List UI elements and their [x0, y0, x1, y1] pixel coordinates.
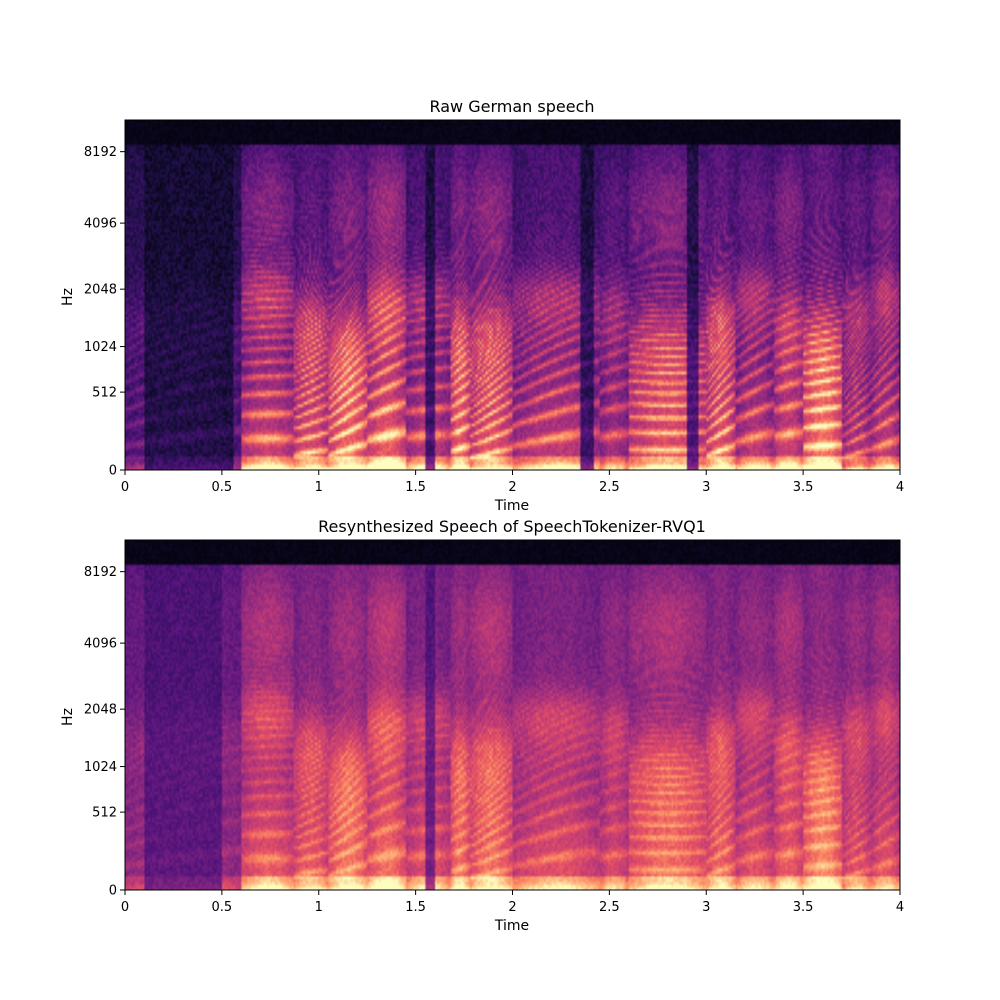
y-tick-label: 8192	[84, 145, 117, 160]
x-tick-label: 1	[315, 900, 323, 915]
y-axis-label: Hz	[60, 288, 76, 306]
y-tick-label: 4096	[84, 637, 117, 652]
x-tick-label: 3.5	[793, 900, 814, 915]
x-tick-label: 0.5	[212, 900, 233, 915]
y-tick-label: 4096	[84, 217, 117, 232]
y-axis: 0 512 1024 2048 4096 8192	[84, 565, 125, 899]
x-tick-label: 2.5	[599, 900, 620, 915]
spectrogram-image	[125, 540, 900, 890]
y-axis-label: Hz	[60, 708, 76, 726]
chart-title: Raw German speech	[429, 97, 594, 116]
y-tick-label: 1024	[84, 340, 117, 355]
x-tick-label: 0	[121, 480, 129, 495]
x-axis-label: Time	[494, 918, 529, 934]
x-tick-label: 2.5	[599, 480, 620, 495]
x-tick-label: 0	[121, 900, 129, 915]
y-tick-label: 2048	[84, 283, 117, 298]
x-tick-label: 2	[508, 900, 516, 915]
x-axis: 0 0.5 1 1.5 2 2.5 3 3.5 4	[121, 470, 904, 495]
y-tick-label: 0	[109, 884, 117, 899]
y-tick-label: 512	[92, 386, 117, 401]
y-tick-label: 2048	[84, 703, 117, 718]
chart-title: Resynthesized Speech of SpeechTokenizer-…	[318, 517, 706, 536]
x-tick-label: 4	[896, 480, 904, 495]
x-tick-label: 0.5	[212, 480, 233, 495]
x-tick-label: 1.5	[405, 900, 426, 915]
x-tick-label: 1	[315, 480, 323, 495]
y-tick-label: 1024	[84, 760, 117, 775]
spectrogram-panel-raw: Raw German speech 0 0.5 1 1.5 2 2.5 3 3.5 4 0 512…	[60, 97, 904, 514]
x-tick-label: 2	[508, 480, 516, 495]
spectrogram-image	[125, 120, 900, 470]
x-tick-label: 3	[702, 900, 710, 915]
x-axis: 0 0.5 1 1.5 2 2.5 3 3.5 4	[121, 890, 904, 915]
x-tick-label: 4	[896, 900, 904, 915]
x-axis-label: Time	[494, 498, 529, 514]
y-axis: 0 512 1024 2048 4096 8192	[84, 145, 125, 479]
spectrogram-panel-resynthesized: Resynthesized Speech of SpeechTokenizer-…	[60, 517, 904, 934]
y-tick-label: 0	[109, 464, 117, 479]
y-tick-label: 512	[92, 806, 117, 821]
y-tick-label: 8192	[84, 565, 117, 580]
x-tick-label: 1.5	[405, 480, 426, 495]
x-tick-label: 3.5	[793, 480, 814, 495]
x-tick-label: 3	[702, 480, 710, 495]
